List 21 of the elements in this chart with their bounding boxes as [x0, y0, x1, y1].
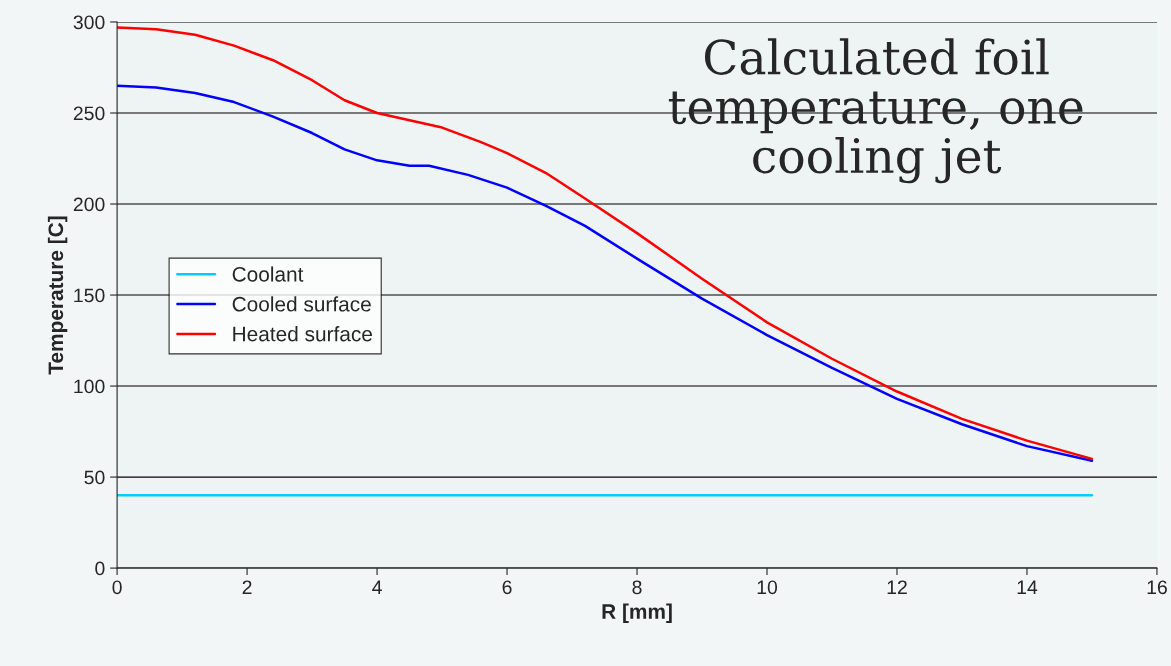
x-tick-label: 10 [757, 580, 778, 595]
legend-label: Cooled surface [232, 296, 371, 312]
x-axis-title: R [mm] [602, 603, 672, 624]
y-tick-label: 50 [84, 470, 105, 485]
y-tick-label: 150 [74, 288, 105, 303]
x-tick-label: 4 [372, 580, 382, 594]
x-tick-label: 0 [112, 580, 122, 595]
y-tick-label: 250 [73, 106, 105, 121]
y-tick-label: 200 [73, 197, 105, 212]
x-tick-label: 2 [242, 580, 252, 594]
x-tick-label: 16 [1147, 580, 1167, 595]
legend-label: Heated surface [233, 326, 372, 342]
y-tick-label: 100 [74, 379, 105, 394]
y-axis-title: Temperature [C] [47, 216, 68, 375]
x-tick-label: 8 [632, 580, 642, 595]
x-tick-label: 14 [1017, 580, 1038, 594]
legend-label: Coolant [232, 266, 304, 282]
y-tick-label: 300 [73, 15, 105, 30]
y-tick-label: 0 [95, 561, 105, 576]
x-tick-label: 6 [502, 580, 512, 595]
x-tick-label: 12 [887, 580, 907, 594]
